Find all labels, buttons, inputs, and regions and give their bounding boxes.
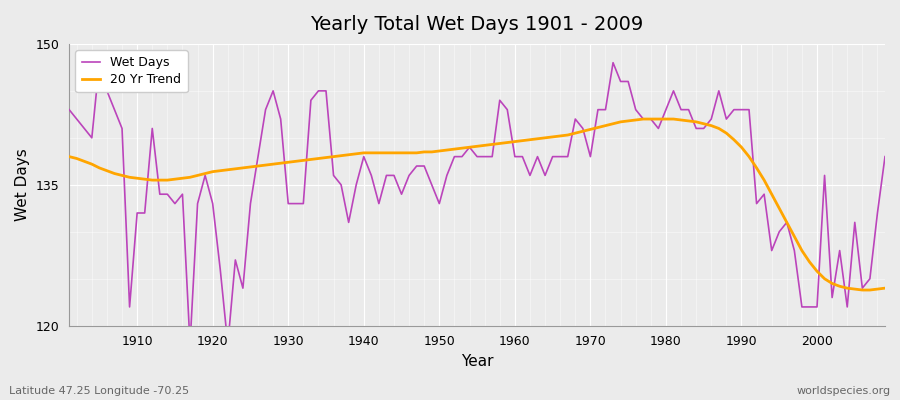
20 Yr Trend — [638, 117, 649, 122]
Line: 20 Yr Trend: 20 Yr Trend — [69, 119, 885, 290]
Title: Yearly Total Wet Days 1901 - 2009: Yearly Total Wet Days 1901 - 2009 — [310, 15, 644, 34]
Wet Days — [879, 154, 890, 159]
Wet Days — [616, 79, 626, 84]
20 Yr Trend — [509, 139, 520, 144]
Legend: Wet Days, 20 Yr Trend: Wet Days, 20 Yr Trend — [76, 50, 188, 92]
Wet Days — [131, 210, 142, 215]
X-axis label: Year: Year — [461, 354, 493, 369]
Wet Days — [94, 60, 104, 65]
Wet Days — [305, 98, 316, 103]
20 Yr Trend — [502, 140, 513, 145]
20 Yr Trend — [857, 288, 868, 292]
Wet Days — [351, 182, 362, 187]
Text: worldspecies.org: worldspecies.org — [796, 386, 891, 396]
20 Yr Trend — [336, 153, 346, 158]
20 Yr Trend — [879, 286, 890, 290]
20 Yr Trend — [124, 175, 135, 180]
Wet Days — [184, 342, 195, 347]
Wet Days — [64, 107, 75, 112]
20 Yr Trend — [64, 154, 75, 159]
Line: Wet Days: Wet Days — [69, 63, 885, 344]
Wet Days — [525, 173, 535, 178]
Text: Latitude 47.25 Longitude -70.25: Latitude 47.25 Longitude -70.25 — [9, 386, 189, 396]
Wet Days — [517, 154, 527, 159]
Y-axis label: Wet Days: Wet Days — [15, 148, 30, 221]
20 Yr Trend — [291, 159, 302, 164]
20 Yr Trend — [600, 123, 611, 128]
